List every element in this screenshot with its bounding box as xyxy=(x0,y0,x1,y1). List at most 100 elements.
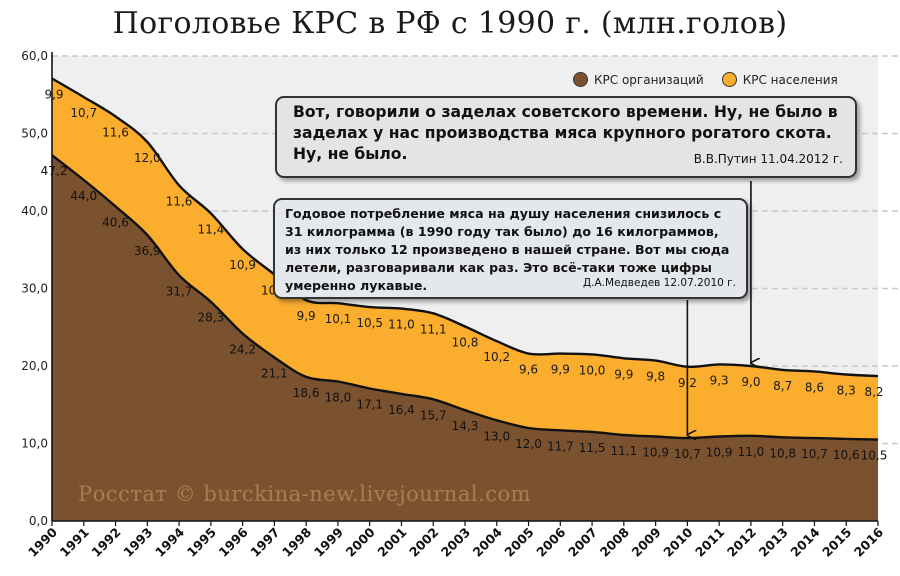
pop-data-label: 10,1 xyxy=(325,312,352,326)
medvedev-quote-attribution: Д.А.Медведев 12.07.2010 г. xyxy=(582,277,736,289)
x-tick-label: 1992 xyxy=(88,525,123,560)
org-data-label: 36,9 xyxy=(134,244,161,258)
chart-title: Поголовье КРС в РФ с 1990 г. (млн.голов) xyxy=(112,6,788,41)
medvedev-quote-text: Годовое потребление мяса на душу населен… xyxy=(285,206,730,293)
pop-data-label: 8,7 xyxy=(773,379,792,393)
pop-data-label: 9,9 xyxy=(44,87,63,101)
area-org xyxy=(52,155,878,521)
x-tick-label: 1993 xyxy=(120,525,155,560)
pop-data-label: 9,9 xyxy=(551,363,570,377)
org-data-label: 11,5 xyxy=(579,441,606,455)
y-tick-label: 10,0 xyxy=(21,437,48,451)
org-data-label: 40,6 xyxy=(102,215,129,229)
x-tick-label: 2016 xyxy=(851,524,886,559)
org-data-label: 11,7 xyxy=(547,439,574,453)
pop-data-label: 9,8 xyxy=(646,370,665,384)
x-tick-label: 1990 xyxy=(25,524,60,559)
pop-data-label: 12,0 xyxy=(134,151,161,165)
pop-data-label: 11,1 xyxy=(420,322,447,336)
y-tick-label: 0,0 xyxy=(29,514,48,528)
x-tick-label: 2012 xyxy=(724,525,759,560)
pop-data-label: 9,3 xyxy=(710,373,729,387)
y-tick-label: 20,0 xyxy=(21,359,48,373)
pop-data-label: 10,8 xyxy=(452,335,479,349)
org-data-label: 11,1 xyxy=(610,444,637,458)
putin-quote-text: Вот, говорили о заделах советского време… xyxy=(293,103,838,163)
x-tick-label: 2007 xyxy=(565,525,600,560)
y-tick-label: 60,0 xyxy=(21,49,48,63)
pop-data-label: 11,6 xyxy=(102,125,129,139)
org-data-label: 44,0 xyxy=(70,189,97,203)
x-tick-label: 2015 xyxy=(819,525,854,560)
line-org xyxy=(51,154,879,441)
pop-data-labels: 9,910,711,612,011,611,410,910,79,910,110… xyxy=(44,87,883,399)
putin-quote-attribution: В.В.Путин 11.04.2012 г. xyxy=(693,152,843,166)
org-data-label: 21,1 xyxy=(261,366,288,380)
org-data-label: 10,8 xyxy=(769,446,796,460)
org-data-label: 18,6 xyxy=(293,386,320,400)
pop-data-label: 9,9 xyxy=(297,309,316,323)
x-tick-label: 2013 xyxy=(756,525,791,560)
x-tick-label: 2000 xyxy=(343,524,378,559)
x-tick-label: 2001 xyxy=(374,525,409,560)
x-tick-label: 2003 xyxy=(438,525,473,560)
x-tick-label: 2009 xyxy=(629,525,664,560)
pop-data-label: 10,9 xyxy=(229,258,256,272)
org-data-label: 47,2 xyxy=(41,164,68,178)
x-tick-label: 1997 xyxy=(247,525,282,560)
pop-data-label: 10,0 xyxy=(579,363,606,377)
org-data-label: 15,7 xyxy=(420,408,447,422)
org-data-label: 14,3 xyxy=(452,419,479,433)
y-tick-label: 40,0 xyxy=(21,204,48,218)
x-tick-label: 2006 xyxy=(533,524,568,559)
x-tick-label: 2011 xyxy=(692,525,727,560)
org-data-label: 17,1 xyxy=(356,397,383,411)
pop-data-label: 11,0 xyxy=(388,318,415,332)
org-data-label: 10,7 xyxy=(674,447,701,461)
y-tick-label: 30,0 xyxy=(21,282,48,296)
org-data-label: 31,7 xyxy=(166,284,193,298)
pop-data-label: 10,5 xyxy=(356,316,383,330)
x-tick-label: 1994 xyxy=(152,524,187,559)
x-tick-label: 1996 xyxy=(216,524,251,559)
pop-data-label: 8,2 xyxy=(864,385,883,399)
legend: КРС организаций КРС населения xyxy=(573,72,838,87)
legend-pop-swatch xyxy=(721,72,737,87)
watermark: Росстат © burckina-new.livejournal.com xyxy=(78,482,532,506)
org-data-label: 28,3 xyxy=(197,311,224,325)
medvedev-quote-callout: Годовое потребление мяса на душу населен… xyxy=(273,198,748,299)
x-tick-label: 1995 xyxy=(184,525,219,560)
legend-pop-label: КРС населения xyxy=(742,72,838,87)
org-data-label: 10,5 xyxy=(861,449,888,463)
y-tick-label: 50,0 xyxy=(21,127,48,141)
org-data-label: 11,0 xyxy=(738,445,765,459)
pop-data-label: 8,6 xyxy=(805,380,824,394)
y-axis: 0,0 10,0 20,0 30,0 40,0 50,0 60,0 xyxy=(21,49,53,528)
pop-data-label: 9,9 xyxy=(614,367,633,381)
org-data-label: 24,2 xyxy=(229,342,256,356)
x-tick-label: 2002 xyxy=(406,525,441,560)
legend-org-label: КРС организаций xyxy=(594,72,704,87)
legend-org-swatch xyxy=(573,72,588,87)
x-tick-label: 1991 xyxy=(57,525,92,560)
x-tick-label: 2004 xyxy=(470,524,505,559)
x-axis: 1990199119921993199419951996199719981999… xyxy=(25,520,886,560)
org-data-labels: 47,244,0 40,6 36,9 31,7 28,3 24,2 21,1 18,6 18,0… xyxy=(41,164,888,462)
x-tick-label: 2005 xyxy=(501,525,536,560)
org-data-label: 12,0 xyxy=(515,437,542,451)
x-tick-label: 1998 xyxy=(279,525,314,560)
pop-data-label: 9,0 xyxy=(741,375,760,389)
pop-data-label: 11,4 xyxy=(197,222,224,236)
org-data-label: 13,0 xyxy=(483,429,510,443)
x-tick-label: 2014 xyxy=(787,524,822,559)
org-data-label: 16,4 xyxy=(388,403,415,417)
pop-data-label: 8,3 xyxy=(837,384,856,398)
pop-data-label: 10,2 xyxy=(483,350,510,364)
pop-data-label: 10,7 xyxy=(70,106,97,120)
org-data-label: 10,9 xyxy=(642,446,669,460)
pop-data-label: 9,6 xyxy=(519,363,538,377)
org-data-label: 10,6 xyxy=(833,448,860,462)
x-tick-label: 1999 xyxy=(311,525,346,560)
org-data-label: 10,9 xyxy=(706,446,733,460)
putin-quote-callout: Вот, говорили о заделах советского време… xyxy=(275,96,857,178)
